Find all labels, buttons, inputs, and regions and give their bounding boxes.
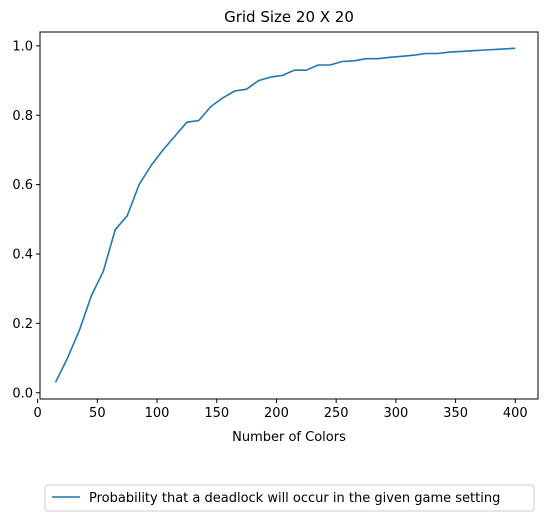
x-tick-label: 0 [33,406,41,421]
x-tick-label: 400 [503,406,528,421]
x-axis: 0 50 100 150 200 250 300 350 400 [33,399,528,421]
x-tick-label: 150 [204,406,229,421]
x-tick-label: 250 [324,406,349,421]
plot-frame [39,31,539,400]
y-tick-label: 0.6 [12,178,33,193]
chart-title: Grid Size 20 X 20 [224,8,354,26]
x-tick-label: 300 [383,406,408,421]
x-axis-label: Number of Colors [232,430,346,445]
y-tick-label: 1.0 [12,39,33,54]
y-tick-label: 0.0 [12,386,33,401]
x-tick-label: 200 [264,406,289,421]
x-tick-label: 50 [89,406,106,421]
y-tick-label: 0.2 [12,317,33,332]
legend: Probability that a deadlock will occur i… [44,484,535,512]
legend-label: Probability that a deadlock will occur i… [89,491,500,506]
y-tick-label: 0.4 [12,248,33,263]
x-tick-label: 100 [145,406,170,421]
x-tick-label: 350 [443,406,468,421]
y-axis: 0.0 0.2 0.4 0.6 0.8 1.0 [12,39,40,401]
y-tick-label: 0.8 [12,109,33,124]
legend-box [44,484,535,512]
data-series-line [54,47,516,383]
